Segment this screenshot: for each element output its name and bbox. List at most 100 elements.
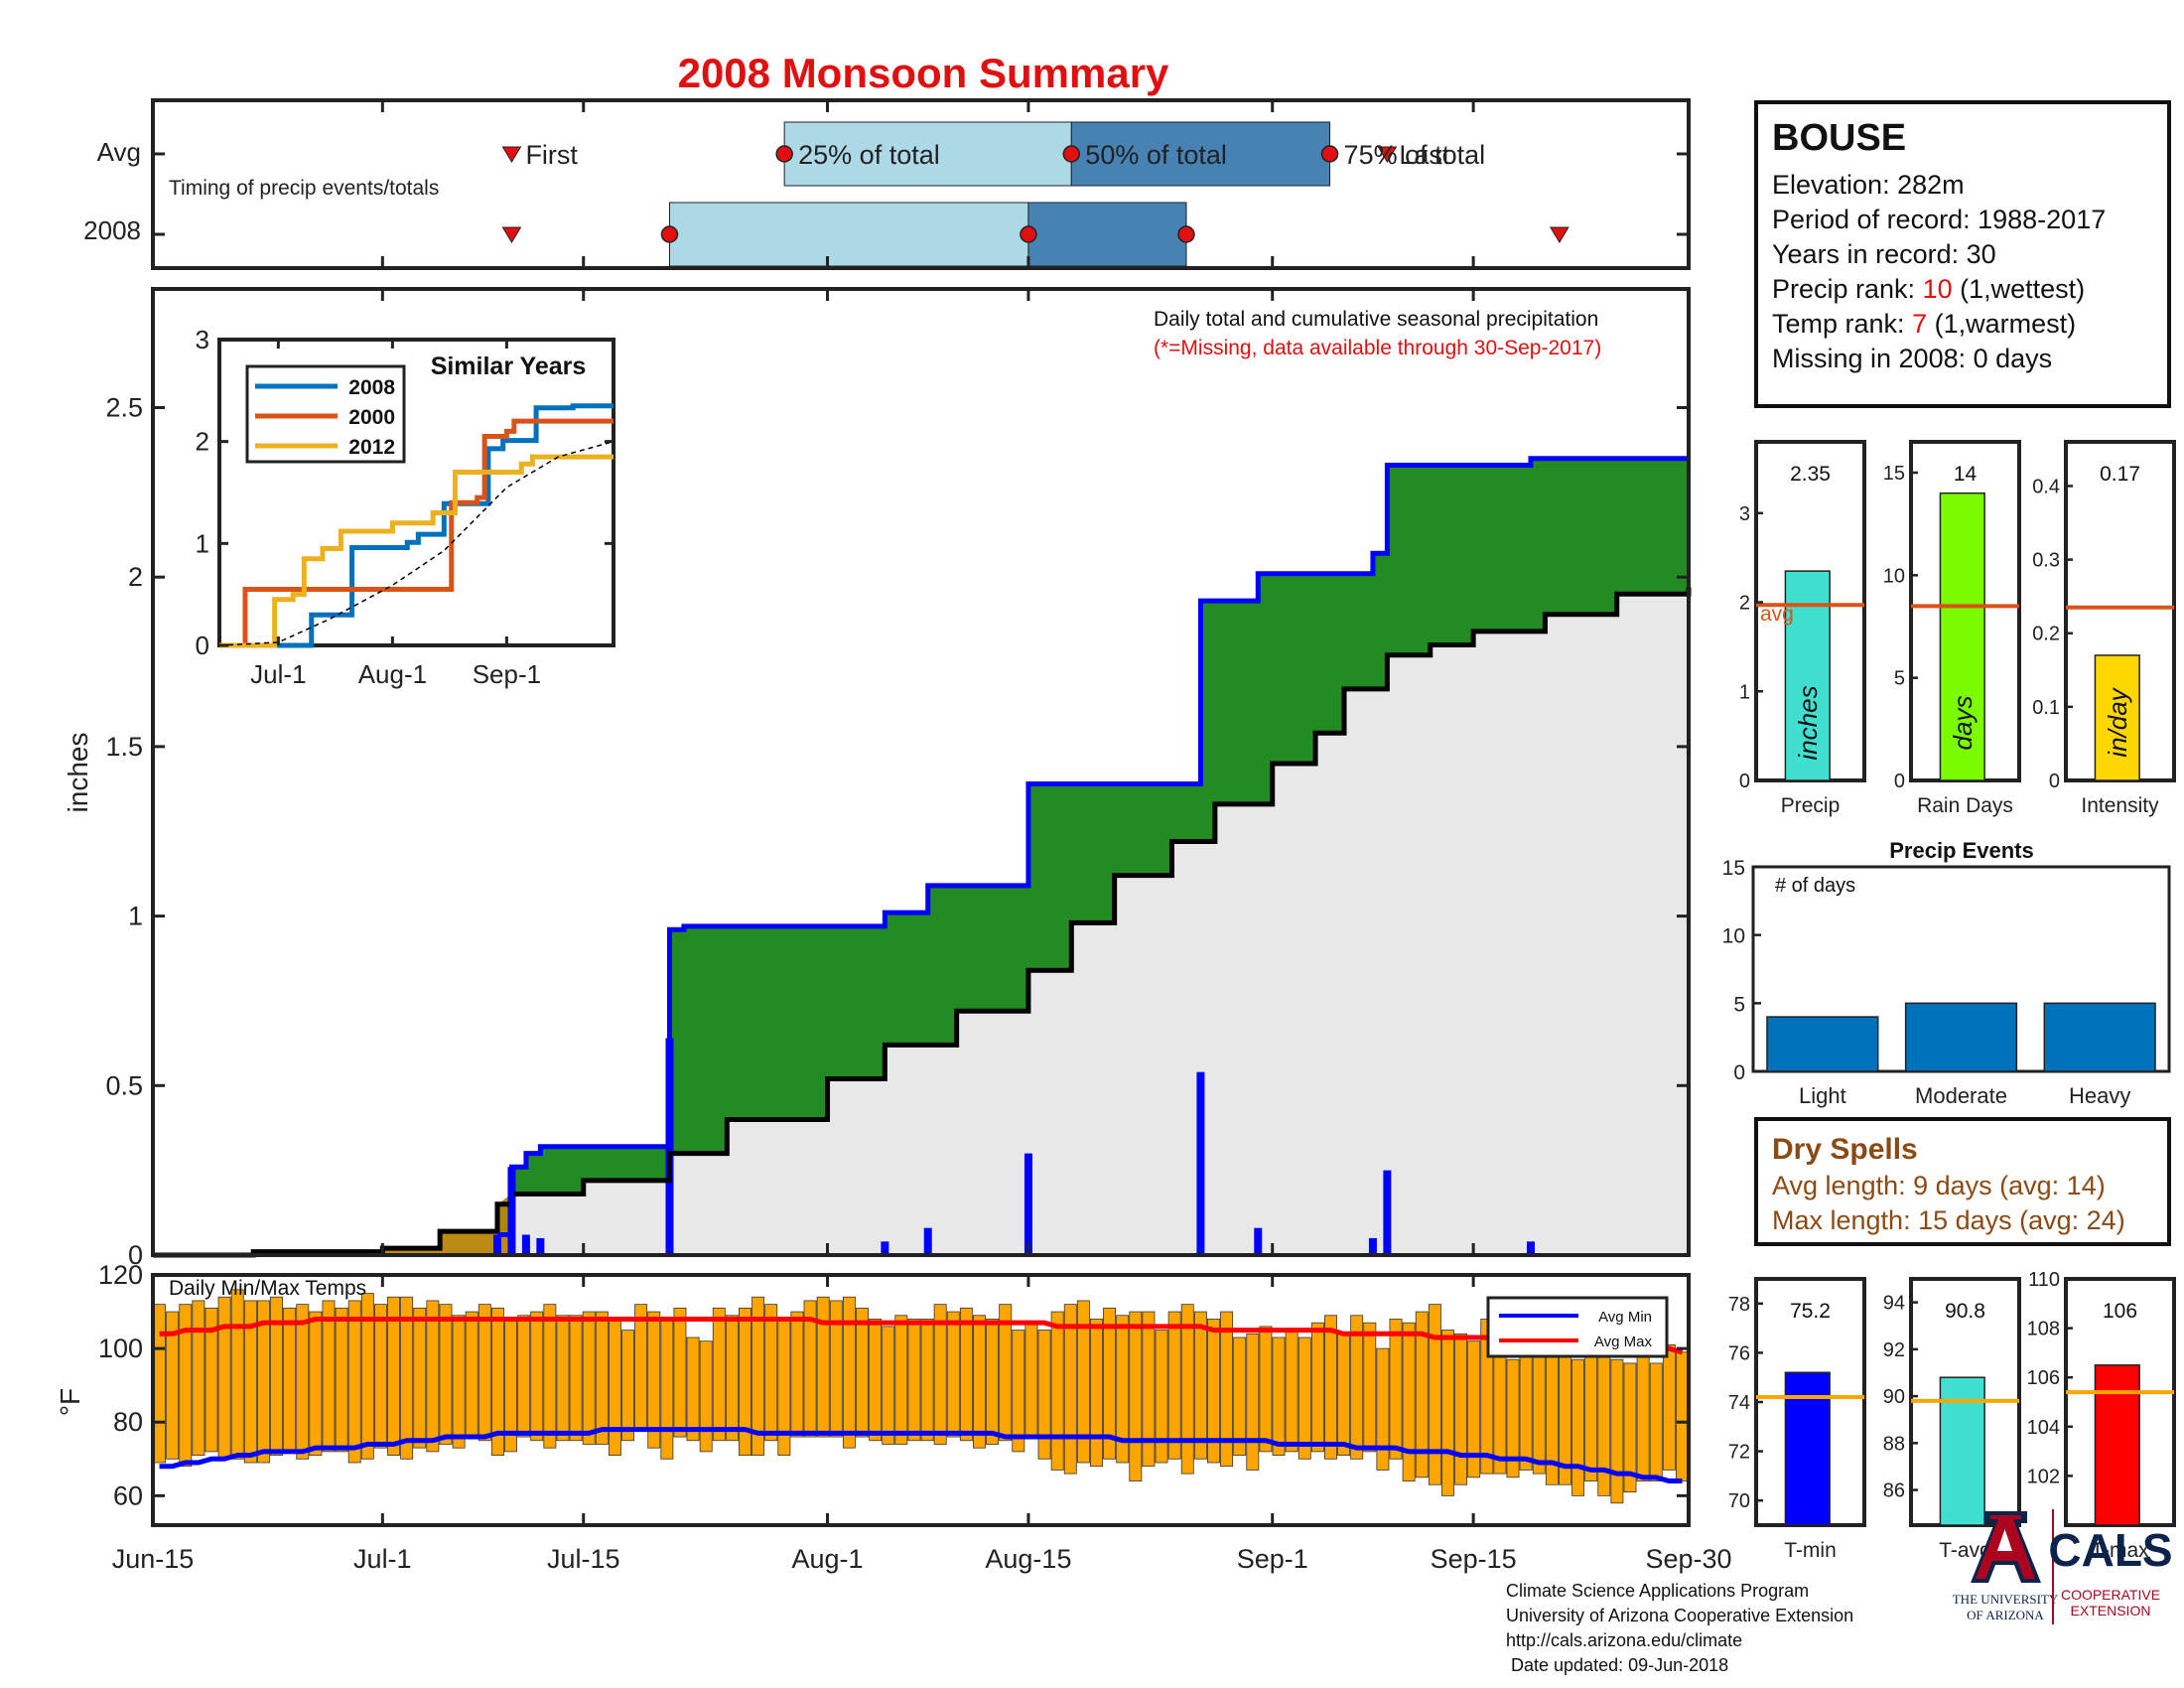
avg-min-temp-line [159, 1427, 1683, 1484]
temp-stats-panels: 70 72 74 76 78 75.2 T-min 86 88 90 92 94 90.8 T-avg 10… [1728, 1269, 2176, 1562]
temp-legend-box [1486, 1296, 1669, 1358]
daily-temp-bar [634, 1304, 648, 1431]
stat-y-tick-label: 2 [1739, 593, 1750, 615]
daily-temp-bar [1610, 1358, 1624, 1504]
daily-precip-bar [536, 1237, 545, 1255]
daily-temp-bar [283, 1307, 297, 1453]
daily-temp-bar [739, 1307, 751, 1456]
daily-temp-bar [816, 1296, 830, 1438]
similar-years-series-line [219, 454, 614, 648]
stat-y-tick-label: 108 [2027, 1319, 2060, 1340]
stat-y-tick-label: 90 [1883, 1386, 1905, 1408]
daily-temp-bar [1285, 1330, 1298, 1453]
daily-temp-bar [1467, 1340, 1481, 1478]
daily-precip-bar [1526, 1241, 1535, 1255]
daily-temp-bar [842, 1296, 856, 1449]
precip-events-plot: Light Moderate Heavy 0 5 10 15 [1722, 857, 2156, 1108]
precip-events-bar [1904, 1002, 2018, 1072]
precip-events-category-label: Moderate [1915, 1083, 2007, 1108]
daily-temp-bar [764, 1304, 778, 1442]
temp-y-tick-label: 120 [98, 1260, 143, 1290]
stat-y-tick-label: 72 [1728, 1442, 1750, 1464]
daily-temp-bar [829, 1300, 843, 1438]
daily-temp-bar [439, 1304, 453, 1445]
precip-stats-panels: avg 0 1 2 3 2.35 Precip inches 0 5 10 15 14 Rain Days… [1739, 440, 2176, 817]
daily-temp-bar [1519, 1351, 1533, 1471]
timing-q75-label: 75% of total [1344, 140, 1486, 170]
timing-last-label: Last [1399, 140, 1450, 170]
station-elevation: Elevation: 282m [1772, 170, 1965, 200]
university-name-line1: THE UNIVERSITY [1953, 1592, 2059, 1607]
daily-temp-bar [882, 1326, 895, 1445]
stat-bar [1939, 492, 1985, 781]
cals-logo-text: CALS [2048, 1524, 2172, 1576]
stat-category-label: Intensity [2081, 794, 2159, 817]
precip-y-tick-label: 2.5 [105, 392, 143, 422]
daily-temp-bar [569, 1315, 583, 1442]
precip-y-tick-label: 0.5 [105, 1070, 143, 1100]
daily-temp-bar [621, 1330, 634, 1442]
precip-events-ylabel: # of days [1775, 875, 1855, 897]
daily-temp-bar [322, 1300, 336, 1453]
footer-line-2: University of Arizona Cooperative Extens… [1506, 1606, 1854, 1625]
daily-precip-bar [1024, 1153, 1032, 1255]
block-a-icon [1971, 1511, 2041, 1583]
daily-temp-bar [1193, 1311, 1207, 1460]
precip-frame-border [151, 287, 1691, 1257]
daily-temp-bar [205, 1307, 218, 1453]
timing-quartile-marker [1020, 225, 1037, 243]
precip-annotation-missing: (*=Missing, data available through 30-Se… [1154, 337, 1601, 359]
precip-events-y-tick-label: 5 [1733, 993, 1745, 1016]
daily-temp-bar [1597, 1351, 1611, 1496]
daily-temp-bar [1376, 1347, 1390, 1471]
daily-temp-bar [256, 1300, 270, 1464]
stat-value-label: 2.35 [1790, 463, 1831, 486]
date-tick-label: Jul-15 [547, 1544, 620, 1574]
date-tick-label: Sep-30 [1645, 1544, 1731, 1574]
daily-temp-bar [517, 1315, 531, 1438]
timing-50-75-box [1027, 202, 1187, 267]
daily-temp-bar [1363, 1322, 1377, 1453]
daily-temp-bar [490, 1307, 504, 1456]
temp-panel: Jun-15 Jul-1 Jul-15 Aug-1 Aug-15 Sep-1 Sep-15 S… [55, 1260, 1732, 1574]
below-average-fill [153, 1194, 512, 1255]
station-precip-rank: Precip rank: 10 (1,wettest) [1772, 274, 2086, 304]
daily-temp-bar [1050, 1311, 1064, 1471]
timing-first-last-marker [501, 146, 522, 163]
daily-temp-bar [1675, 1351, 1689, 1481]
precip-y-tick-label: 1.5 [105, 732, 143, 762]
daily-temp-bar [1584, 1347, 1598, 1481]
station-info-box: BOUSE Elevation: 282m Period of record: … [1754, 100, 2171, 408]
stat-y-tick-label: 10 [1883, 565, 1905, 587]
daily-temp-bar [543, 1304, 557, 1449]
daily-temp-bar [153, 1304, 167, 1464]
stat-y-tick-label: 0.2 [2032, 624, 2060, 645]
daily-temp-bar [373, 1304, 387, 1449]
daily-temp-bar [712, 1307, 726, 1442]
avg-cumulative-line [153, 587, 1692, 1258]
stat-y-tick-label: 110 [2028, 1269, 2060, 1291]
similar-years-title: Similar Years [431, 352, 587, 380]
stat-y-tick-label: 70 [1728, 1490, 1750, 1512]
daily-precip-bar [1196, 1071, 1205, 1255]
station-years: Years in record: 30 [1772, 239, 1996, 269]
daily-temp-bar [595, 1311, 609, 1445]
similar-x-tick-label: Jul-1 [250, 659, 306, 689]
daily-temp-bar [1337, 1333, 1351, 1456]
stat-y-tick-label: 0 [1739, 771, 1750, 792]
footer-credits: Climate Science Applications Program Uni… [1506, 1579, 1853, 1678]
stat-y-tick-label: 92 [1883, 1339, 1905, 1361]
similar-y-tick-label: 2 [196, 427, 209, 457]
cals-sub-line2: EXTENSION [2071, 1603, 2151, 1618]
daily-temp-bar [1662, 1344, 1676, 1471]
temp-y-axis-label: °F [55, 1388, 85, 1416]
daily-temp-bar [309, 1311, 323, 1456]
daily-temp-bar [1428, 1304, 1441, 1485]
date-tick-label: Sep-15 [1431, 1544, 1517, 1574]
stat-y-tick-label: 102 [2027, 1466, 2060, 1487]
daily-precip-bar [1383, 1170, 1392, 1255]
daily-temp-bar [647, 1311, 661, 1449]
stat-y-tick-label: 78 [1728, 1294, 1750, 1316]
stat-value-label: 75.2 [1790, 1300, 1831, 1323]
